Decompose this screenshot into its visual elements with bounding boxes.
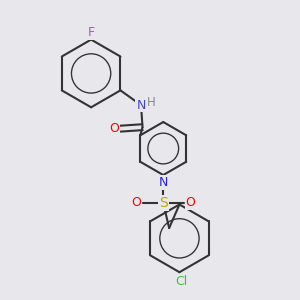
- Text: F: F: [88, 26, 95, 39]
- Text: O: O: [110, 122, 119, 135]
- Text: N: N: [136, 99, 146, 112]
- Text: Cl: Cl: [175, 274, 187, 287]
- Text: O: O: [185, 196, 195, 209]
- Text: S: S: [159, 196, 168, 210]
- Text: H: H: [146, 96, 155, 109]
- Text: O: O: [131, 196, 141, 209]
- Text: N: N: [159, 176, 168, 189]
